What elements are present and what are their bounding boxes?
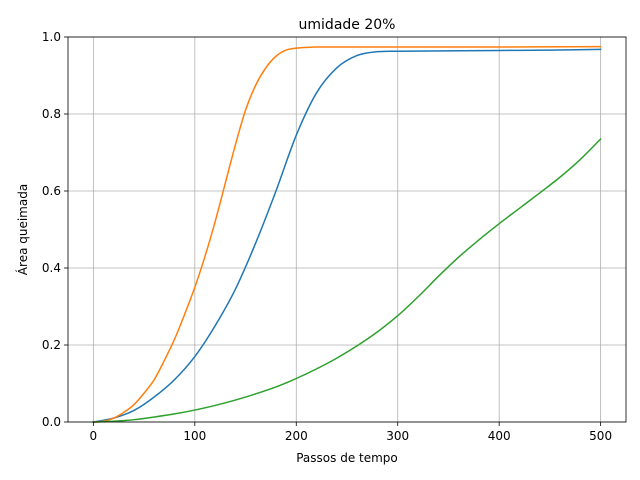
x-tick-label: 0: [90, 429, 98, 443]
y-tick-label: 1.0: [42, 30, 61, 44]
y-tick-label: 0.0: [42, 415, 61, 429]
x-tick-label: 200: [285, 429, 308, 443]
chart-title: umidade 20%: [299, 17, 396, 33]
axis-ticks: 0 100 200 300 400 500 0.0 0.2 0.4 0.6 0.8 1.0: [42, 30, 612, 443]
x-tick-label: 500: [589, 429, 612, 443]
y-tick-label: 0.6: [42, 184, 61, 198]
x-axis-label: Passos de tempo: [296, 451, 398, 465]
x-tick-label: 100: [183, 429, 206, 443]
x-tick-label: 300: [386, 429, 409, 443]
y-tick-label: 0.8: [42, 107, 61, 121]
series-group: [92, 45, 602, 423]
plot-area: [68, 37, 626, 422]
series-line-3: [92, 137, 602, 423]
axes-frame: [67, 36, 627, 423]
x-tick-label: 400: [488, 429, 511, 443]
series-line-2: [92, 45, 602, 423]
grid: [68, 36, 626, 423]
y-tick-label: 0.2: [42, 338, 61, 352]
series-line-1: [92, 48, 602, 423]
y-axis-label: Área queimada: [15, 184, 30, 275]
y-tick-label: 0.4: [42, 261, 61, 275]
